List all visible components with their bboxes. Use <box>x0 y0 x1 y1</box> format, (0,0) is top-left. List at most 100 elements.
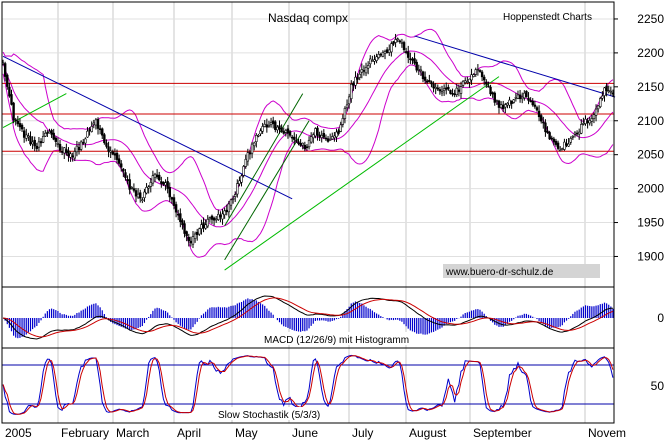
candle-body <box>421 71 425 80</box>
candle-body <box>14 119 17 122</box>
candle-body <box>145 186 148 194</box>
candle-body <box>18 123 22 128</box>
stochastic-label: Slow Stochastik (5/3/3) <box>218 410 320 421</box>
candle-body <box>278 125 281 130</box>
candle-body <box>411 58 414 61</box>
candle-body <box>478 70 482 72</box>
candle-body <box>398 40 401 43</box>
candle-body <box>324 137 328 140</box>
candle-body <box>457 89 461 92</box>
candle-body <box>183 223 186 234</box>
candle-body <box>451 92 454 95</box>
candle-body <box>394 39 397 43</box>
candle-body <box>231 198 235 200</box>
price-tick-label: 2050 <box>637 148 664 162</box>
candle-body <box>162 181 165 185</box>
candle-body <box>151 175 155 184</box>
candle-body <box>301 142 304 146</box>
candle-body <box>510 100 513 104</box>
candle-body <box>352 82 355 86</box>
candle-body <box>495 100 499 102</box>
candle-body <box>297 141 300 144</box>
watermark-box <box>443 264 600 278</box>
candle-body <box>590 118 594 122</box>
stochastic-label-background <box>216 407 332 420</box>
candle-body <box>582 123 585 125</box>
candle-body <box>381 52 385 57</box>
candle-body <box>44 132 47 137</box>
candle-body <box>103 134 106 144</box>
candle-body <box>189 240 193 244</box>
candle-body <box>248 152 252 155</box>
candle-body <box>60 151 64 153</box>
candle-body <box>255 135 258 143</box>
candle-body <box>377 54 380 58</box>
stochastic-axis-ticks: 50 <box>651 379 665 393</box>
x-axis-month-labels: 2005 February March April May June July August S… <box>5 426 626 440</box>
candle-body <box>354 76 357 86</box>
candle-body <box>96 119 100 129</box>
candle-body <box>109 150 112 153</box>
candle-body <box>77 147 81 151</box>
bollinger-upper-line <box>2 28 614 211</box>
candle-body <box>261 126 264 132</box>
candle-body <box>554 140 558 145</box>
candle-body <box>115 152 119 160</box>
candle-body <box>58 144 62 151</box>
grid-lines <box>1 2 614 423</box>
candle-body <box>139 192 142 199</box>
candle-body <box>8 86 11 97</box>
month-label: July <box>352 426 373 440</box>
candle-body <box>113 153 117 156</box>
candle-body <box>282 131 285 134</box>
panel-frames <box>1 1 615 424</box>
candle-body <box>20 124 24 130</box>
candle-body <box>217 213 220 220</box>
candle-body <box>46 132 49 134</box>
candle-body <box>366 65 370 69</box>
candle-body <box>563 141 566 150</box>
candle-body <box>227 203 231 213</box>
candle-body <box>546 130 549 134</box>
candle-body <box>269 122 273 125</box>
candle-body <box>464 80 467 83</box>
candle-body <box>166 181 169 189</box>
watermark-label: www.buero-dr-schulz.de <box>445 267 554 278</box>
trendlines <box>2 35 616 271</box>
candle-body <box>350 83 353 99</box>
candle-body <box>548 132 551 140</box>
candle-body <box>493 92 496 103</box>
candle-body <box>599 98 602 107</box>
candle-body <box>122 168 125 172</box>
candle-body <box>459 86 463 94</box>
candle-body <box>407 51 410 58</box>
candle-body <box>126 179 129 181</box>
candle-body <box>105 142 108 147</box>
candle-body <box>82 142 85 144</box>
candle-body <box>434 87 437 89</box>
candle-body <box>307 139 311 148</box>
source-label: Hoppenstedt Charts <box>503 12 592 23</box>
candle-body <box>379 53 383 56</box>
candle-body <box>120 163 123 168</box>
macd-signal-line <box>3 297 614 338</box>
candle-body <box>455 87 458 95</box>
stochastic-k-line <box>2 354 614 415</box>
candle-body <box>172 197 176 206</box>
candle-body <box>428 80 431 82</box>
candle-body <box>331 136 334 140</box>
candle-body <box>423 76 427 81</box>
candle-body <box>483 76 486 81</box>
candle-body <box>265 124 269 128</box>
price-tick-label: 2200 <box>637 46 664 60</box>
trendline <box>224 76 500 271</box>
candle-body <box>132 188 136 191</box>
candle-body <box>12 102 15 121</box>
candle-body <box>527 97 530 101</box>
candle-body <box>419 69 423 72</box>
candle-body <box>212 217 216 221</box>
candle-body <box>200 224 203 230</box>
candle-body <box>356 77 359 80</box>
candle-body <box>445 87 448 90</box>
